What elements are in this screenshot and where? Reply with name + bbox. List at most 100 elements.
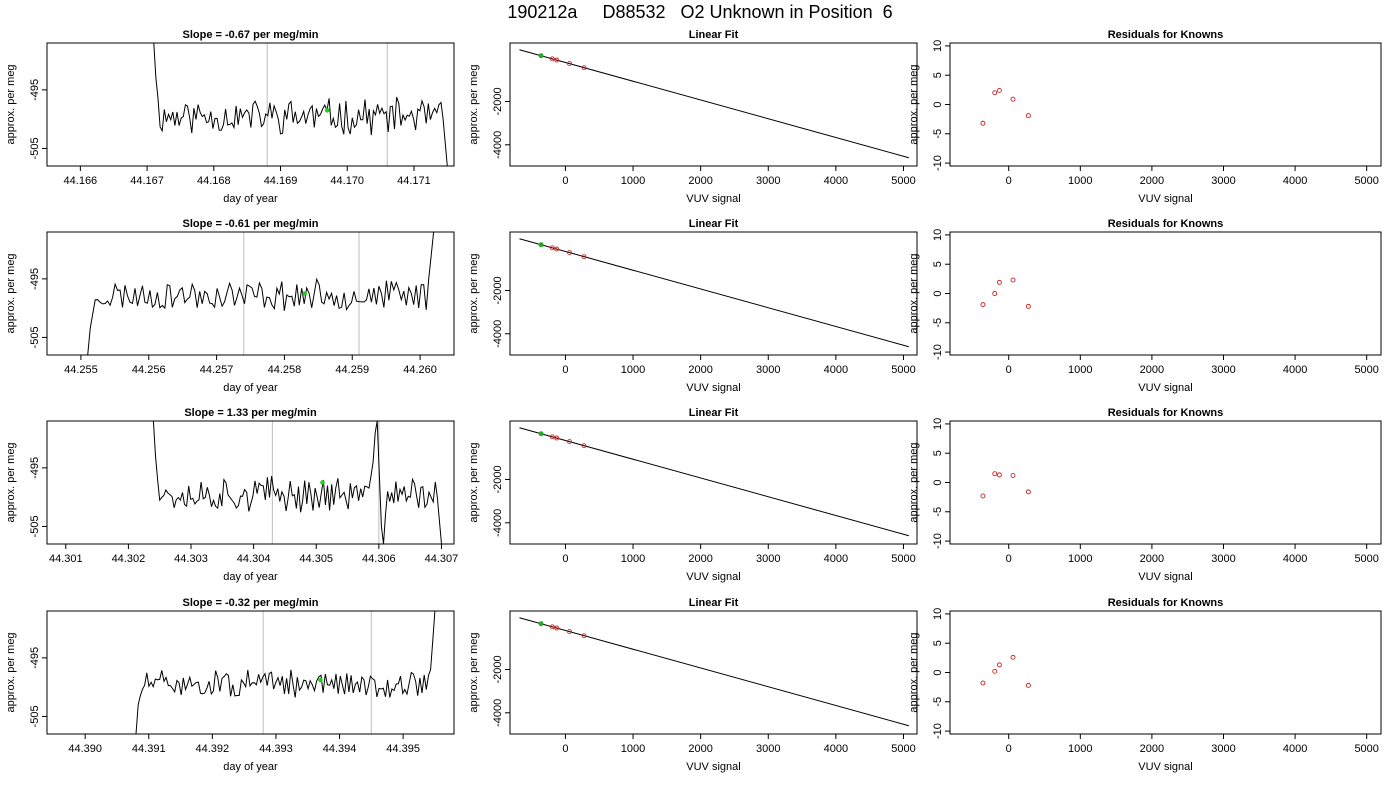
row2-residuals-plot-area <box>980 277 1031 309</box>
row4-residuals-residual-point <box>980 680 986 686</box>
row3-fit-ytick-label: -2000 <box>492 465 504 493</box>
row4-fit-xlabel: VUV signal <box>686 761 740 773</box>
row1-fit-unknown-point <box>538 53 544 59</box>
row3-residuals-residual-point <box>996 472 1002 478</box>
row3-fit-xtick-label: 0 <box>562 553 568 565</box>
row3-trace-frame <box>46 420 455 545</box>
row2-trace-xtick-label: 44.258 <box>268 364 302 376</box>
row3-trace-xtick-label: 44.303 <box>174 553 208 565</box>
row4-fit-known-point <box>554 625 560 631</box>
row4-fit-frame <box>509 610 918 735</box>
row2-fit-title: Linear Fit <box>689 218 739 230</box>
row1-trace-plot-area <box>153 43 448 166</box>
row4-residuals-panel: Residuals for Knowns 0 1000 2000 3000 4000 500… <box>908 597 1382 773</box>
row4-residuals-xtick-label: 0 <box>1006 743 1012 755</box>
row4-residuals-ylabel: approx. per meg <box>908 632 920 712</box>
row2-residuals-xlabel: VUV signal <box>1138 382 1192 394</box>
row4-residuals-residual-point <box>1025 682 1031 688</box>
row2-trace-ytick-label: -495 <box>29 268 41 290</box>
row4-trace-plot-area <box>135 611 436 734</box>
row1-fit-ytick-label: -2000 <box>492 87 504 115</box>
row1-trace-frame <box>46 42 455 167</box>
row1-fit-xtick-label: 5000 <box>891 175 915 187</box>
row2-fit-xtick-label: 1000 <box>621 364 645 376</box>
row2-fit-panel: Linear Fit 0 1000 2000 3000 4000 5000 -2000 -400… <box>468 218 918 394</box>
row1-fit-known-point <box>581 65 587 71</box>
row2-residuals-xtick-label: 1000 <box>1068 364 1092 376</box>
row4-trace-xtick-label: 44.393 <box>259 743 293 755</box>
row3-residuals-residual-point <box>1010 473 1016 478</box>
row3-residuals-xtick-label: 3000 <box>1211 553 1235 565</box>
row2-residuals-xtick-label: 5000 <box>1354 364 1378 376</box>
row2-trace-xtick-label: 44.256 <box>132 364 166 376</box>
row1-residuals-residual-point <box>980 120 986 126</box>
row4-residuals-ytick-label: 10 <box>932 608 944 620</box>
row4-residuals-xtick-label: 5000 <box>1354 743 1378 755</box>
row3-trace-xtick-label: 44.307 <box>425 553 459 565</box>
row1-residuals-residual-point <box>996 87 1002 93</box>
row3-fit-frame <box>509 420 918 545</box>
row3-fit-fit-line <box>519 427 910 537</box>
row3-residuals-ytick-label: 0 <box>932 479 944 485</box>
row4-fit-xtick-label: 4000 <box>824 743 848 755</box>
row4-trace-ytick-label: -505 <box>29 705 41 727</box>
row4-residuals-plot-area <box>980 654 1031 688</box>
row1-residuals-ytick-label: -5 <box>932 129 944 139</box>
row3-fit-unknown-point <box>538 431 544 437</box>
row1-residuals-xtick-label: 2000 <box>1140 175 1164 187</box>
row3-trace-xlabel: day of year <box>223 571 278 583</box>
row3-residuals-xtick-label: 0 <box>1006 553 1012 565</box>
row4-fit-ylabel: approx. per meg <box>468 632 480 712</box>
row1-fit-frame <box>509 42 918 167</box>
row4-trace-title: Slope = -0.32 per meg/min <box>182 597 318 609</box>
row1-trace-xtick-label: 44.167 <box>130 175 164 187</box>
row1-fit-fit-line <box>519 49 910 159</box>
row3-fit-panel: Linear Fit 0 1000 2000 3000 4000 5000 -2000 -400… <box>468 407 918 583</box>
row4-fit-known-point <box>581 633 587 639</box>
row2-residuals-frame <box>949 231 1382 356</box>
row2-fit-xtick-label: 3000 <box>756 364 780 376</box>
row1-residuals-panel: Residuals for Knowns 0 1000 2000 3000 4000 500… <box>908 29 1382 205</box>
row2-fit-xtick-label: 0 <box>562 364 568 376</box>
row4-residuals-xtick-label: 4000 <box>1283 743 1307 755</box>
row1-trace-panel: Slope = -0.67 per meg/min 44.166 44.167 44.… <box>5 29 455 205</box>
row4-trace-trace-line <box>135 611 436 734</box>
row3-trace-xtick-label: 44.305 <box>299 553 333 565</box>
row2-trace-trace-line <box>87 232 435 355</box>
row4-residuals-title: Residuals for Knowns <box>1108 597 1224 609</box>
row3-residuals-ytick-label: 5 <box>932 450 944 456</box>
row1-trace-xtick-label: 44.166 <box>64 175 98 187</box>
row1-fit-xlabel: VUV signal <box>686 193 740 205</box>
row1-fit-known-point <box>554 57 560 63</box>
row2-fit-unknown-point <box>538 242 544 248</box>
row1-residuals-xtick-label: 3000 <box>1211 175 1235 187</box>
row4-trace-green-point <box>318 677 323 683</box>
row2-trace-frame <box>46 231 455 356</box>
row1-residuals-ytick-label: -10 <box>932 155 944 171</box>
row3-fit-plot-area <box>519 427 910 537</box>
row3-trace-ylabel: approx. per meg <box>5 442 17 522</box>
row3-residuals-title: Residuals for Knowns <box>1108 407 1224 419</box>
row1-trace-green-point <box>324 108 330 113</box>
row1-residuals-frame <box>949 42 1382 167</box>
row2-residuals-xtick-label: 4000 <box>1283 364 1307 376</box>
row1-residuals-title: Residuals for Knowns <box>1108 29 1224 41</box>
row4-trace-xtick-label: 44.395 <box>386 743 420 755</box>
row4-residuals-xlabel: VUV signal <box>1138 761 1192 773</box>
row2-residuals-residual-point <box>980 302 986 308</box>
row3-trace-ytick-label: -505 <box>29 515 41 537</box>
row2-residuals-residual-point <box>1010 277 1016 283</box>
row1-residuals-ytick-label: 10 <box>932 40 944 52</box>
row2-residuals-ytick-label: -5 <box>932 318 944 328</box>
row1-fit-xtick-label: 2000 <box>688 175 712 187</box>
row3-trace-xtick-label: 44.306 <box>362 553 396 565</box>
row4-fit-unknown-point <box>538 621 544 627</box>
row1-residuals-plot-area <box>980 87 1031 126</box>
row4-fit-panel: Linear Fit 0 1000 2000 3000 4000 5000 -2000 -400… <box>468 597 918 773</box>
row1-trace-xtick-label: 44.168 <box>197 175 231 187</box>
row2-residuals-xtick-label: 0 <box>1006 364 1012 376</box>
row1-trace-xtick-label: 44.169 <box>264 175 298 187</box>
row2-residuals-residual-point <box>992 291 998 296</box>
row3-fit-ylabel: approx. per meg <box>468 442 480 522</box>
row3-trace-ytick-label: -495 <box>29 457 41 479</box>
